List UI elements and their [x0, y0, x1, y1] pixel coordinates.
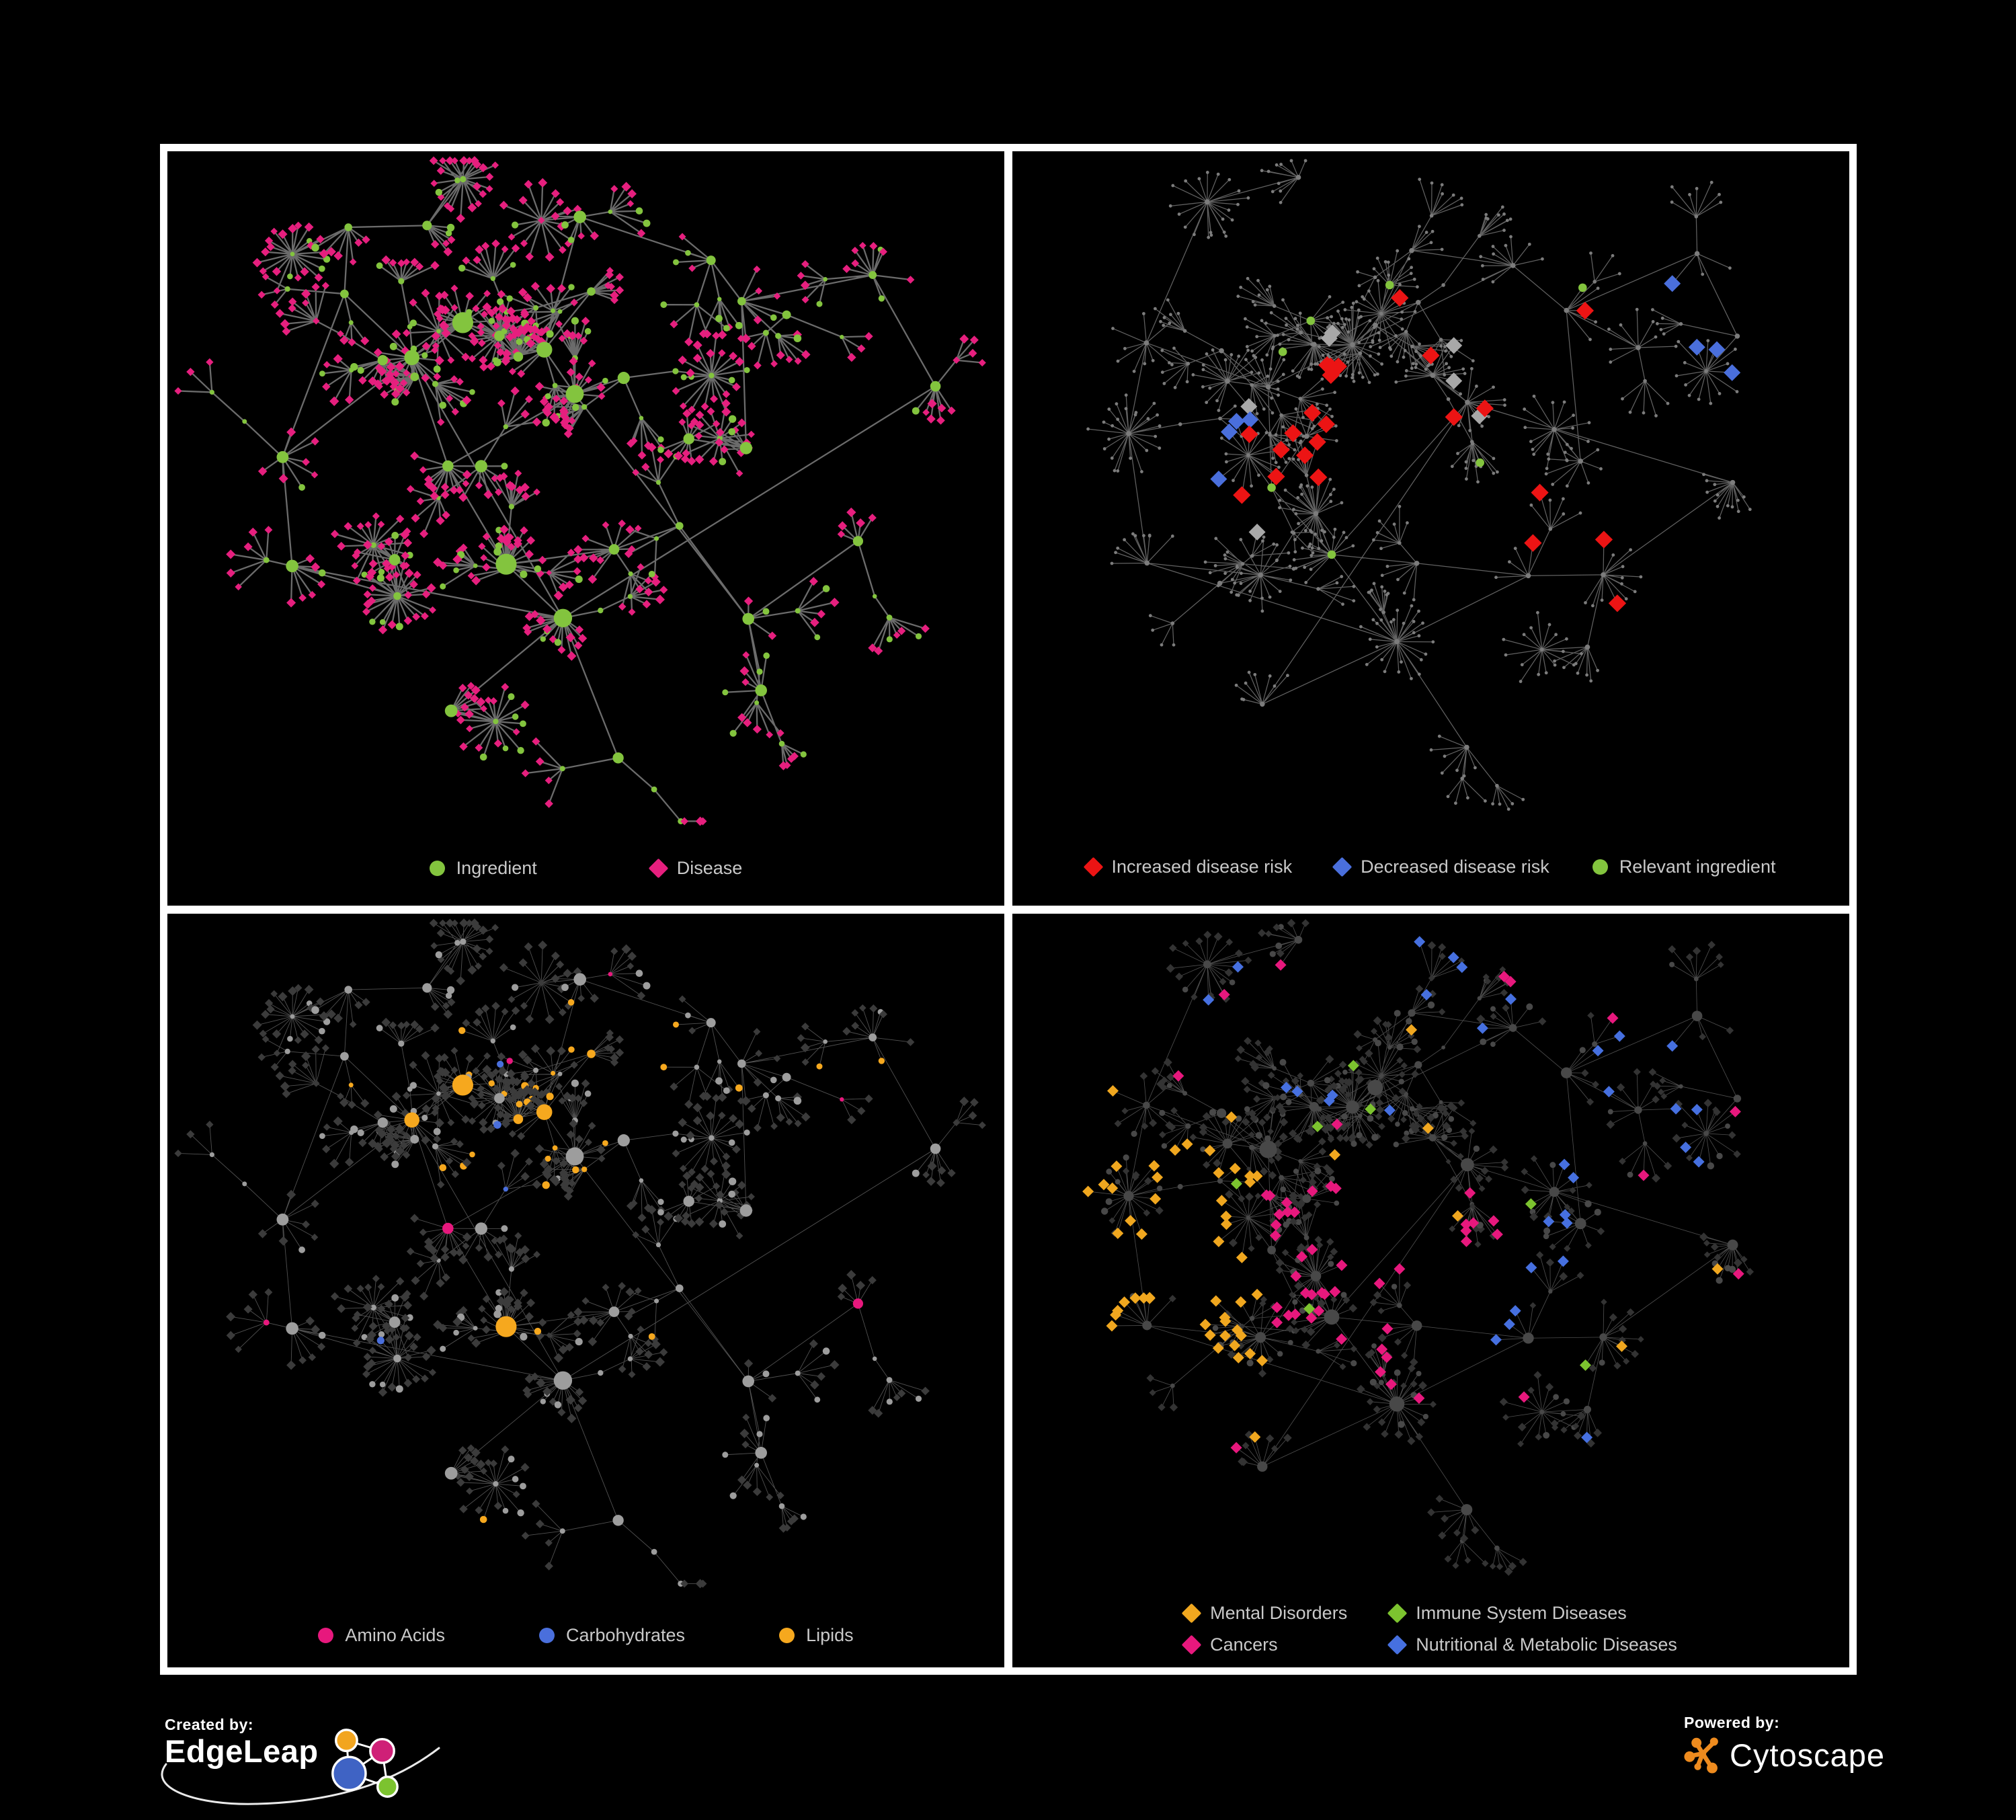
- nutrient-class-legend: Amino Acids Carbohydrates Lipids: [167, 1625, 1004, 1646]
- panel-disease-category-network: Mental Disorders Immune System Diseases Ca…: [1012, 913, 1849, 1667]
- cytoscape-wordmark: Cytoscape: [1730, 1737, 1886, 1773]
- legend-item: Amino Acids: [318, 1625, 445, 1646]
- legend-marker-circle-icon: [1592, 859, 1608, 875]
- legend-marker-circle-icon: [318, 1628, 334, 1643]
- legend-label: Nutritional & Metabolic Diseases: [1416, 1634, 1677, 1655]
- legend-marker-diamond-icon: [1083, 857, 1103, 877]
- legend-item: Immune System Diseases: [1387, 1603, 1677, 1624]
- powered-by-label: Powered by:: [1684, 1714, 1780, 1731]
- legend-label: Decreased disease risk: [1361, 856, 1549, 877]
- legend-item: Ingredient: [429, 857, 537, 879]
- legend-label: Disease: [676, 857, 743, 878]
- legend-label: Lipids: [806, 1625, 854, 1645]
- nutrient-class-network-graph: [174, 918, 986, 1588]
- edgeleap-wordmark: EdgeLeap: [165, 1733, 319, 1769]
- legend-marker-diamond-icon: [1387, 1603, 1408, 1624]
- powered-by-block: Powered by: Cytoscape: [1684, 1714, 1885, 1775]
- cytoscape-logo-icon: [1684, 1737, 1718, 1774]
- disease-category-legend: Mental Disorders Immune System Diseases Ca…: [1012, 1603, 1849, 1655]
- legend-item: Mental Disorders: [1181, 1603, 1348, 1624]
- edgeleap-logo-icon: [331, 1729, 399, 1798]
- disease-risk-network-graph: [1086, 159, 1752, 811]
- panels-frame: Ingredient Disease Increased disease risk…: [160, 144, 1857, 1675]
- legend-item: Decreased disease risk: [1332, 856, 1549, 877]
- legend-marker-circle-icon: [429, 860, 445, 876]
- legend-marker-diamond-icon: [1387, 1634, 1408, 1655]
- legend-label: Mental Disorders: [1210, 1603, 1348, 1623]
- legend-item: Carbohydrates: [538, 1625, 686, 1646]
- legend-label: Amino Acids: [345, 1625, 445, 1645]
- legend-label: Ingredient: [456, 857, 537, 878]
- legend-marker-diamond-icon: [1332, 857, 1353, 877]
- legend-label: Carbohydrates: [565, 1625, 686, 1645]
- legend-item: Increased disease risk: [1083, 856, 1293, 877]
- panel-ingredient-disease-network: Ingredient Disease: [167, 151, 1004, 906]
- ingredient-disease-legend: Ingredient Disease: [167, 858, 1004, 879]
- ingredient-disease-network-graph: [174, 156, 986, 826]
- legend-item: Disease: [648, 857, 743, 879]
- disease-category-network-graph: [1082, 918, 1754, 1576]
- disease-risk-legend: Increased disease risk Decreased disease …: [1012, 857, 1849, 877]
- legend-label: Cancers: [1210, 1634, 1278, 1655]
- created-by-block: Created by: EdgeLeap: [161, 1716, 514, 1817]
- legend-item: Nutritional & Metabolic Diseases: [1387, 1634, 1677, 1655]
- legend-item: Relevant ingredient: [1592, 856, 1776, 877]
- legend-marker-circle-icon: [779, 1628, 795, 1643]
- panel-disease-risk-network: Increased disease risk Decreased disease …: [1012, 151, 1849, 906]
- created-by-label: Created by:: [165, 1716, 254, 1733]
- panel-nutrient-class-network: Amino Acids Carbohydrates Lipids: [167, 913, 1004, 1667]
- legend-label: Relevant ingredient: [1619, 856, 1776, 877]
- legend-marker-diamond-icon: [648, 858, 669, 878]
- legend-marker-diamond-icon: [1181, 1634, 1202, 1655]
- legend-marker-circle-icon: [538, 1628, 555, 1643]
- legend-item: Cancers: [1181, 1634, 1347, 1655]
- legend-marker-diamond-icon: [1181, 1603, 1202, 1624]
- legend-item: Lipids: [779, 1625, 854, 1646]
- legend-label: Immune System Diseases: [1416, 1603, 1627, 1623]
- legend-label: Increased disease risk: [1111, 856, 1293, 877]
